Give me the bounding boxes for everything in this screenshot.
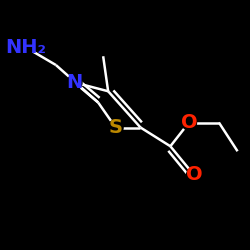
Circle shape [182, 115, 196, 130]
Text: NH₂: NH₂ [6, 38, 46, 57]
Circle shape [186, 168, 202, 182]
Circle shape [108, 120, 123, 135]
Text: N: N [66, 73, 83, 92]
Text: O: O [186, 166, 202, 184]
Text: O: O [181, 113, 197, 132]
Circle shape [18, 40, 34, 55]
Circle shape [67, 75, 82, 90]
Text: S: S [108, 118, 122, 137]
